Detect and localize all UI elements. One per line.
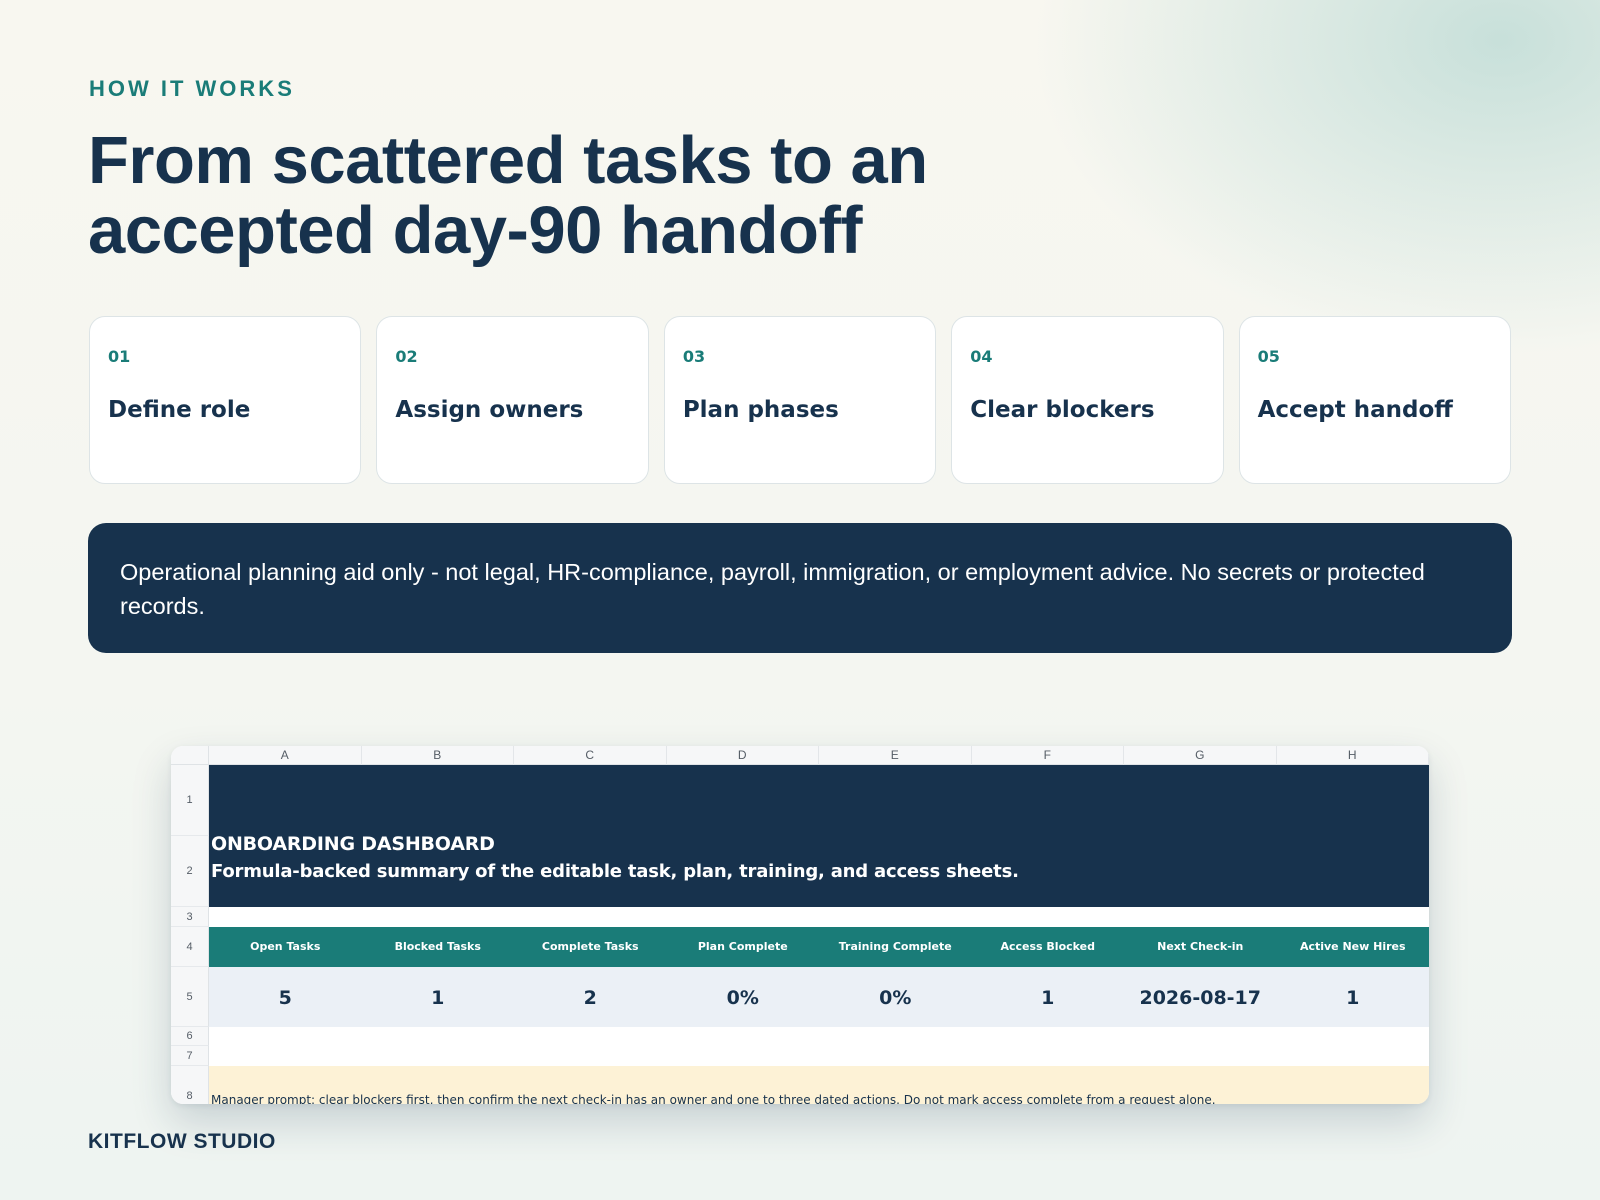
- manager-prompt-cell[interactable]: Manager prompt: clear blockers first, th…: [209, 1066, 1429, 1104]
- step-title: Clear blockers: [970, 397, 1155, 423]
- kpi-value-blocked-tasks[interactable]: 1: [431, 987, 445, 1009]
- dashboard-title: ONBOARDING DASHBOARD: [211, 833, 495, 855]
- step-title: Plan phases: [682, 397, 839, 423]
- kpi-value-plan-complete[interactable]: 0%: [726, 987, 759, 1009]
- kpi-value-access-blocked[interactable]: 1: [1041, 987, 1055, 1009]
- step-title: Define role: [108, 397, 251, 423]
- kpi-label-next-check-in[interactable]: Next Check-in: [1157, 940, 1244, 953]
- column-header-bar: A B C D E F G H: [171, 746, 1429, 765]
- column-header-c[interactable]: C: [514, 746, 667, 765]
- kpi-label-open-tasks[interactable]: Open Tasks: [250, 940, 321, 953]
- headline-line-1: From scattered tasks to an: [88, 123, 928, 198]
- row-header-5[interactable]: 5: [171, 967, 209, 1027]
- column-header-e[interactable]: E: [819, 746, 972, 765]
- disclaimer-banner: Operational planning aid only - not lega…: [88, 523, 1512, 653]
- spreadsheet-preview: A B C D E F G H 1 2 3 4 5 6 7 8 ONBOARDI…: [171, 746, 1429, 1104]
- row-header-4[interactable]: 4: [171, 927, 209, 967]
- row-header-7[interactable]: 7: [171, 1046, 209, 1066]
- manager-prompt-text: Manager prompt: clear blockers first, th…: [211, 1093, 1216, 1104]
- step-card-plan-phases: 03 Plan phases: [663, 316, 937, 484]
- column-header-a[interactable]: A: [209, 746, 362, 765]
- row-header-2[interactable]: 2: [171, 836, 209, 907]
- row-header-6[interactable]: 6: [171, 1027, 209, 1046]
- row-header-1[interactable]: 1: [171, 765, 209, 836]
- select-all-corner[interactable]: [171, 746, 209, 765]
- step-title: Accept handoff: [1257, 397, 1453, 423]
- column-header-h[interactable]: H: [1277, 746, 1429, 765]
- step-card-assign-owners: 02 Assign owners: [376, 316, 649, 484]
- step-card-accept-handoff: 05 Accept handoff: [1238, 316, 1512, 484]
- kpi-header-row: Open Tasks Blocked Tasks Complete Tasks …: [209, 927, 1429, 967]
- kpi-label-complete-tasks[interactable]: Complete Tasks: [541, 940, 639, 953]
- column-header-b[interactable]: B: [362, 746, 514, 765]
- dashboard-title-cell[interactable]: ONBOARDING DASHBOARD Formula-backed summ…: [209, 765, 1429, 907]
- kpi-value-active-new-hires[interactable]: 1: [1346, 987, 1360, 1009]
- step-number: 01: [108, 347, 131, 366]
- kpi-label-blocked-tasks[interactable]: Blocked Tasks: [394, 940, 481, 953]
- row-header-8[interactable]: 8: [171, 1066, 209, 1104]
- page-headline: From scattered tasks to an accepted day-…: [88, 126, 1188, 266]
- process-steps: 01 Define role 02 Assign owners 03 Plan …: [89, 316, 1512, 484]
- kpi-label-training-complete[interactable]: Training Complete: [838, 940, 952, 953]
- brand-wordmark: KITFLOW STUDIO: [88, 1130, 276, 1153]
- headline-line-2: accepted day-90 handoff: [88, 193, 863, 268]
- step-number: 04: [970, 347, 993, 366]
- kpi-value-next-check-in[interactable]: 2026-08-17: [1139, 987, 1262, 1009]
- step-number: 02: [395, 347, 418, 366]
- column-header-d[interactable]: D: [667, 746, 819, 765]
- kpi-label-plan-complete[interactable]: Plan Complete: [697, 940, 788, 953]
- step-card-clear-blockers: 04 Clear blockers: [951, 316, 1224, 484]
- step-number: 05: [1257, 347, 1280, 366]
- kpi-value-row: 5 1 2 0% 0% 1 2026-08-17 1: [209, 967, 1429, 1027]
- column-header-f[interactable]: F: [972, 746, 1124, 765]
- kpi-label-access-blocked[interactable]: Access Blocked: [1000, 940, 1096, 953]
- kpi-value-open-tasks[interactable]: 5: [278, 987, 292, 1009]
- dashboard-subtitle: Formula-backed summary of the editable t…: [211, 861, 1019, 882]
- step-number: 03: [682, 347, 706, 366]
- kpi-value-training-complete[interactable]: 0%: [879, 987, 912, 1009]
- kpi-value-complete-tasks[interactable]: 2: [583, 987, 597, 1009]
- step-title: Assign owners: [395, 397, 584, 423]
- kpi-label-active-new-hires[interactable]: Active New Hires: [1299, 940, 1406, 953]
- section-eyebrow: HOW IT WORKS: [89, 76, 295, 101]
- column-header-g[interactable]: G: [1124, 746, 1277, 765]
- step-card-define-role: 01 Define role: [89, 316, 362, 484]
- row-header-3[interactable]: 3: [171, 907, 209, 927]
